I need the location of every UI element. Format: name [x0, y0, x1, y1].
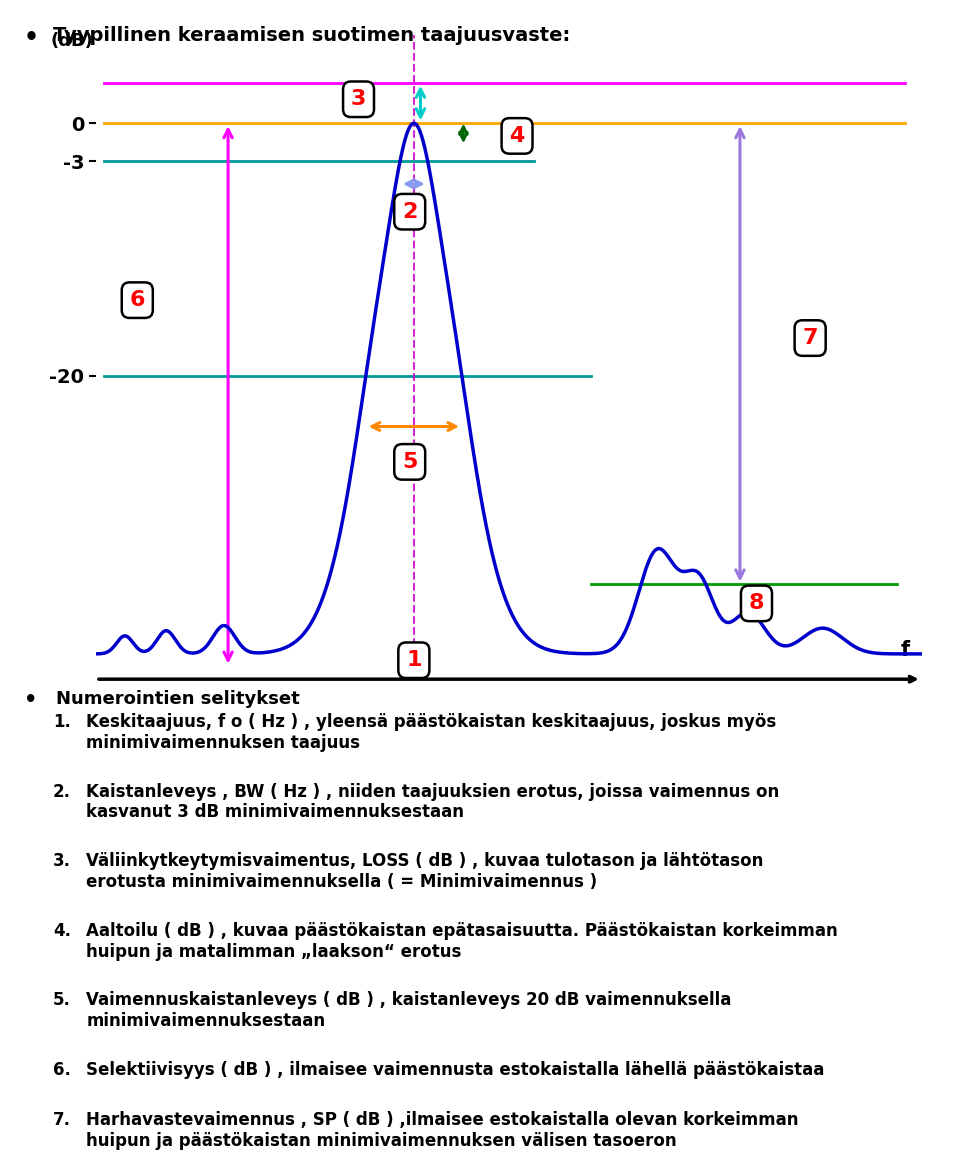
- Text: Tyypillinen keraamisen suotimen taajuusvaste:: Tyypillinen keraamisen suotimen taajuusv…: [53, 26, 570, 44]
- Text: 1: 1: [406, 650, 421, 670]
- Text: f: f: [900, 640, 910, 661]
- Text: Keskitaajuus, f o ( Hz ) , yleensä päästökaistan keskitaajuus, joskus myös
minim: Keskitaajuus, f o ( Hz ) , yleensä pääst…: [86, 713, 777, 751]
- Text: 8: 8: [749, 593, 764, 613]
- Text: 2.: 2.: [53, 783, 71, 801]
- Text: Numerointien selitykset: Numerointien selitykset: [56, 690, 300, 708]
- Text: 7.: 7.: [53, 1111, 71, 1130]
- Text: 4.: 4.: [53, 922, 71, 940]
- Text: 4: 4: [510, 125, 525, 146]
- Text: Kaistanleveys , BW ( Hz ) , niiden taajuuksien erotus, joissa vaimennus on
kasva: Kaistanleveys , BW ( Hz ) , niiden taaju…: [86, 783, 780, 821]
- Text: 7: 7: [803, 329, 818, 348]
- Text: Harhavastevaimennus , SP ( dB ) ,ilmaisee estokaistalla olevan korkeimman
huipun: Harhavastevaimennus , SP ( dB ) ,ilmaise…: [86, 1111, 799, 1149]
- Text: 5.: 5.: [53, 991, 71, 1010]
- Text: 3.: 3.: [53, 852, 71, 871]
- Text: Väliinkytkeytymisvaimentus, LOSS ( dB ) , kuvaa tulotason ja lähtötason
erotusta: Väliinkytkeytymisvaimentus, LOSS ( dB ) …: [86, 852, 764, 890]
- Text: •: •: [24, 690, 37, 709]
- Text: Aaltoilu ( dB ) , kuvaa päästökaistan epätasaisuutta. Päästökaistan korkeimman
h: Aaltoilu ( dB ) , kuvaa päästökaistan ep…: [86, 922, 838, 960]
- Text: 1.: 1.: [53, 713, 71, 731]
- Text: 2: 2: [402, 202, 418, 222]
- Text: •: •: [24, 26, 39, 50]
- Text: 6.: 6.: [53, 1061, 71, 1080]
- Text: 6: 6: [130, 290, 145, 310]
- Text: Vaimennuskaistanleveys ( dB ) , kaistanleveys 20 dB vaimennuksella
minimivaimenn: Vaimennuskaistanleveys ( dB ) , kaistanl…: [86, 991, 732, 1030]
- Text: 3: 3: [350, 89, 366, 109]
- Text: Selektiivisyys ( dB ) , ilmaisee vaimennusta estokaistalla lähellä päästökaistaa: Selektiivisyys ( dB ) , ilmaisee vaimenn…: [86, 1061, 825, 1080]
- Text: 5: 5: [402, 452, 418, 471]
- Text: (dB): (dB): [51, 33, 93, 50]
